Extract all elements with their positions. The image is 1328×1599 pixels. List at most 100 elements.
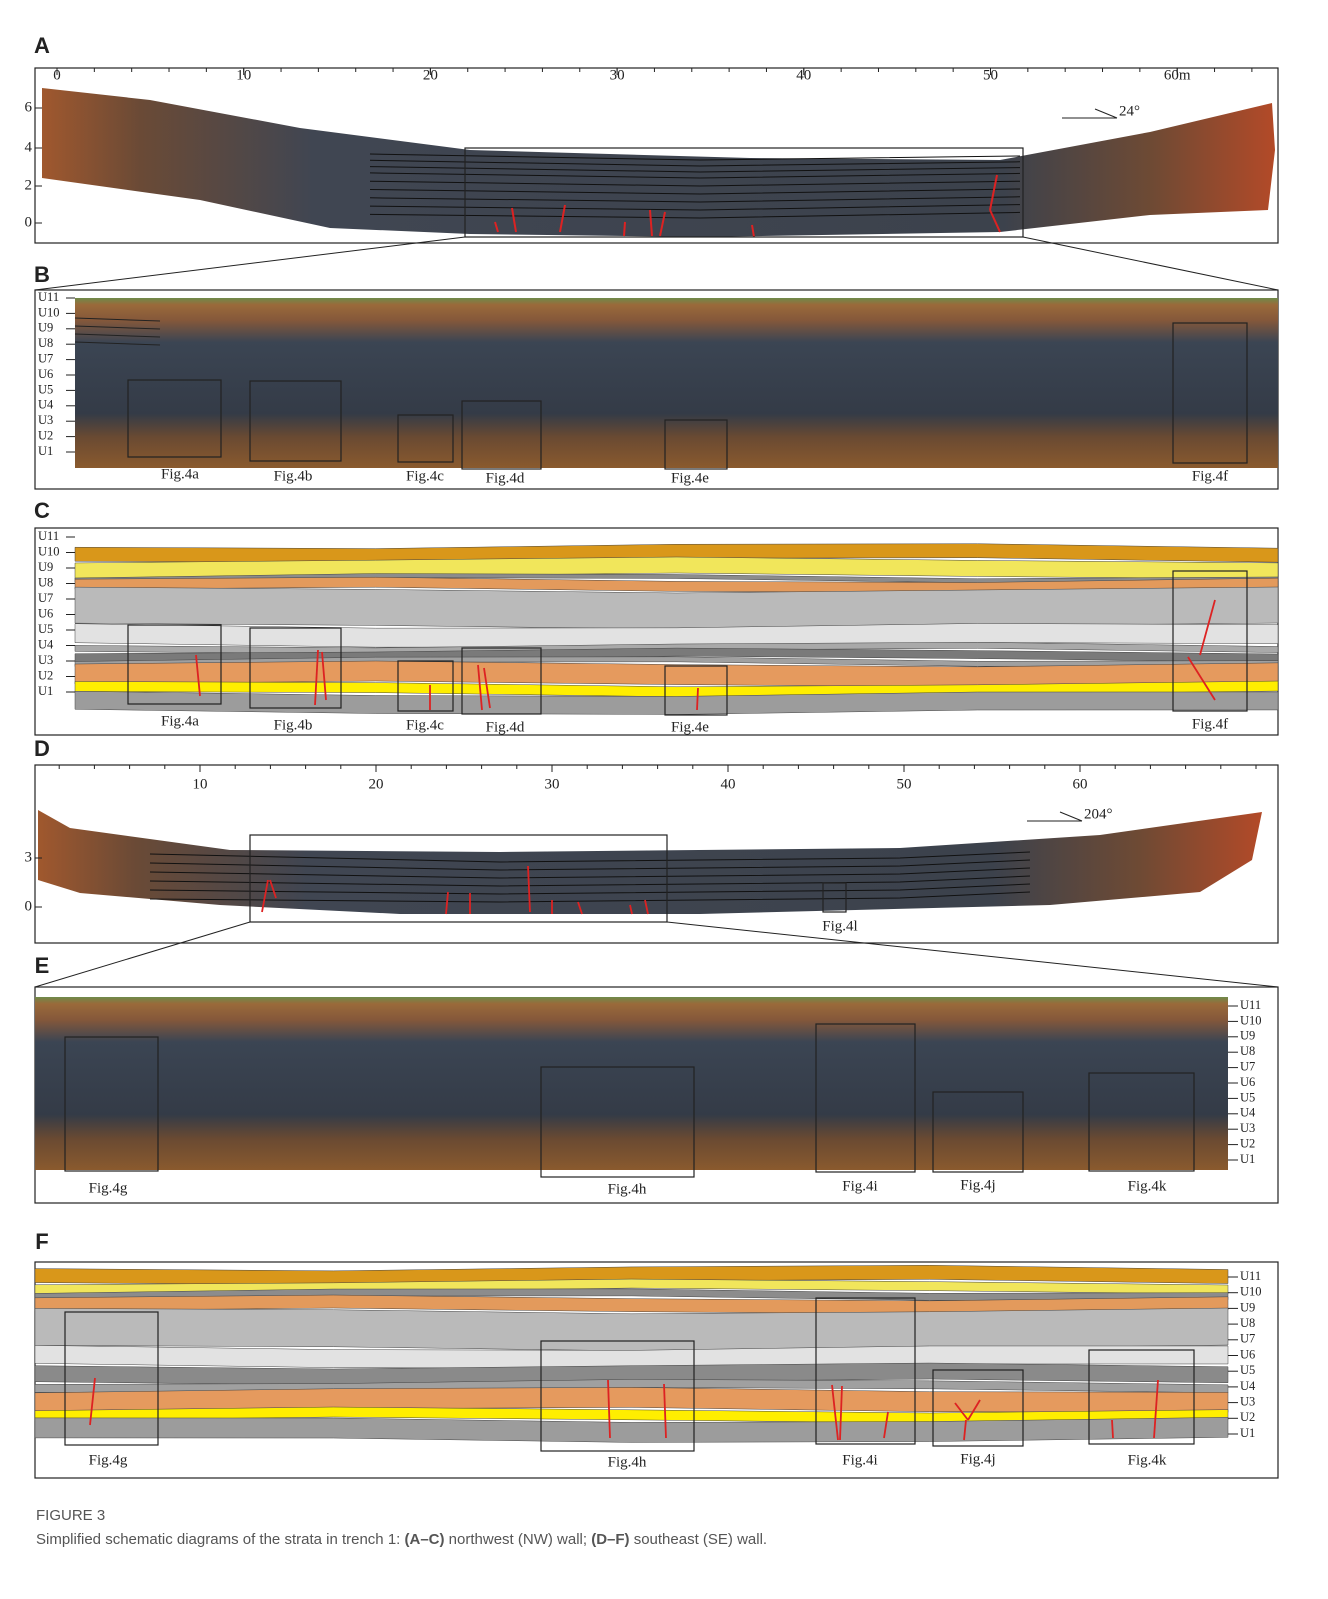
figure-label: Fig.4d [486, 719, 525, 735]
unit-label: U2 [1240, 1410, 1255, 1424]
figure-label: Fig.4a [161, 466, 199, 482]
unit-label: U2 [38, 668, 53, 682]
caption-part: southeast (SE) wall. [630, 1531, 768, 1548]
caption-title: FIGURE 3 [36, 1507, 105, 1524]
figure-label: Fig.4d [486, 470, 525, 486]
unit-label: U9 [1240, 1029, 1255, 1043]
panel-label: D [34, 736, 50, 761]
caption-part: Simplified schematic diagrams of the str… [36, 1531, 405, 1548]
panel-label: A [34, 33, 50, 58]
caption-text: Simplified schematic diagrams of the str… [36, 1531, 767, 1548]
zoom-line [667, 922, 1278, 987]
crack [624, 222, 625, 236]
axis-label: 20 [369, 776, 384, 792]
unit-label: U8 [38, 575, 53, 589]
axis-label: 30 [545, 776, 560, 792]
page: {"panels": [ {"label": "A", "axis_top": … [0, 0, 1328, 1599]
bearing: 24° [1119, 103, 1140, 119]
unit-label: U2 [38, 428, 53, 442]
unit-label: U6 [38, 606, 53, 620]
figure-label: Fig.4i [842, 1452, 877, 1468]
crack [697, 688, 698, 710]
figure-label: Fig.4f [1192, 716, 1228, 732]
photo [35, 997, 1228, 1170]
panel-label: E [35, 953, 50, 978]
figure-label: Fig.4i [842, 1178, 877, 1194]
unit-label: U4 [38, 637, 54, 651]
photo [38, 810, 1262, 914]
axis-label: 40 [721, 776, 736, 792]
unit-label: U10 [1240, 1285, 1262, 1299]
unit-label: U1 [38, 684, 53, 698]
figure-label: Fig.4j [960, 1177, 995, 1193]
unit-label: U1 [1240, 1152, 1255, 1166]
unit-label: U4 [1240, 1106, 1256, 1120]
unit-label: U9 [1240, 1300, 1255, 1314]
zoom-line [1023, 237, 1278, 290]
axis-label: 50 [897, 776, 912, 792]
figure-label: Fig.4f [1192, 468, 1228, 484]
figure-label: Fig.4c [406, 717, 444, 733]
axis-label: 4 [25, 139, 33, 155]
unit-label: U5 [1240, 1090, 1255, 1104]
unit-label: U3 [38, 653, 53, 667]
figure: ABCDEF0102030405060m642024°U11U10U9U8U7U… [0, 0, 1328, 1599]
caption-part: northwest (NW) wall; [445, 1531, 592, 1548]
unit-label: U9 [38, 321, 53, 335]
figure-label: Fig.4h [608, 1181, 647, 1197]
axis-label: 60 [1073, 776, 1088, 792]
unit-label: U6 [1240, 1075, 1255, 1089]
zoom-line [35, 237, 465, 290]
figure-label: Fig.4e [671, 470, 709, 486]
unit-label: U5 [38, 382, 53, 396]
panel-label: F [35, 1229, 48, 1254]
axis-label: 10 [193, 776, 208, 792]
panel-label: C [34, 498, 50, 523]
unit-label: U6 [1240, 1347, 1255, 1361]
unit-label: U6 [38, 367, 53, 381]
photo [42, 88, 1275, 237]
unit-label: U11 [1240, 1269, 1261, 1283]
unit-label: U1 [38, 444, 53, 458]
unit-label: U7 [1240, 1332, 1255, 1346]
axis-label: 6 [25, 99, 33, 115]
caption-part: (D–F) [591, 1531, 629, 1548]
caption-part: (A–C) [405, 1531, 445, 1548]
stratum-band [75, 587, 1278, 629]
unit-label: U11 [1240, 998, 1261, 1012]
unit-label: U10 [1240, 1013, 1262, 1027]
bearing: 204° [1084, 806, 1113, 822]
figure-label: Fig.4b [274, 468, 313, 484]
zoom-line [35, 922, 250, 987]
figure-label: Fig.4g [89, 1452, 128, 1468]
unit-label: U11 [38, 290, 59, 304]
unit-label: U3 [1240, 1121, 1255, 1135]
unit-label: U10 [38, 305, 60, 319]
figure-label: Fig.4k [1128, 1178, 1167, 1194]
bearing-line [1060, 812, 1082, 821]
figure-label: Fig.4g [89, 1180, 128, 1196]
figure-label: Fig.4e [671, 719, 709, 735]
unit-label: U5 [1240, 1363, 1255, 1377]
unit-label: U2 [1240, 1136, 1255, 1150]
crack [1112, 1420, 1113, 1438]
bearing-line [1095, 109, 1117, 118]
figure-label: Fig.4b [274, 717, 313, 733]
unit-label: U11 [38, 529, 59, 543]
unit-label: U8 [38, 336, 53, 350]
axis-label: 3 [25, 849, 33, 865]
figure-label: Fig.4j [960, 1451, 995, 1467]
unit-label: U4 [38, 398, 54, 412]
unit-label: U3 [38, 413, 53, 427]
stratum-band [35, 1308, 1228, 1351]
figure-label: Fig.4h [608, 1454, 647, 1470]
unit-label: U5 [38, 622, 53, 636]
unit-label: U7 [38, 591, 53, 605]
unit-label: U1 [1240, 1426, 1255, 1440]
figure-label: Fig.4c [406, 468, 444, 484]
unit-label: U9 [38, 560, 53, 574]
figure-label: Fig.4k [1128, 1452, 1167, 1468]
unit-label: U8 [1240, 1044, 1255, 1058]
photo [75, 298, 1278, 468]
